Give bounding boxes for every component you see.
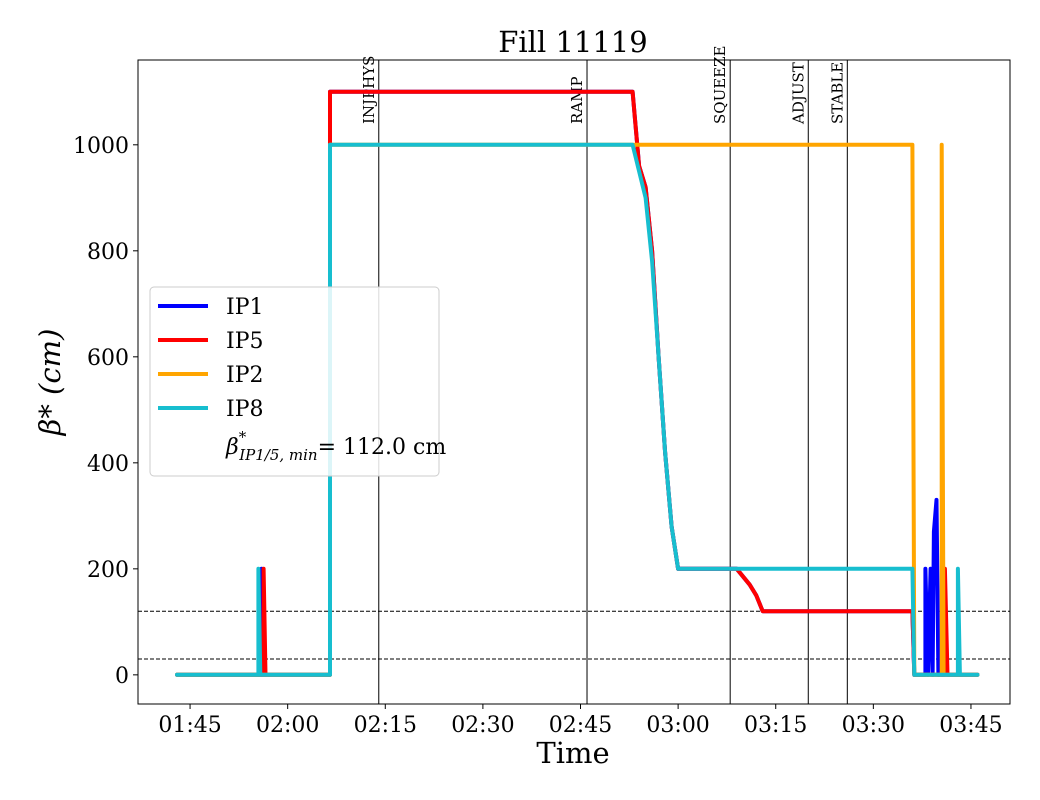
beam-mode-label: SQUEEZE — [711, 46, 729, 125]
y-tick-label: 0 — [115, 664, 129, 689]
x-tick-label: 02:00 — [256, 713, 319, 738]
y-tick-label: 1000 — [73, 134, 129, 159]
y-tick-label: 200 — [87, 558, 129, 583]
y-tick-label: 600 — [87, 346, 129, 371]
x-tick-label: 03:45 — [939, 713, 1002, 738]
x-tick-label: 02:15 — [354, 713, 417, 738]
legend: IP1 IP5 IP2 IP8 β* IP1/5, min= 112.0 cm — [149, 286, 446, 477]
y-axis-label: β* (cm) — [33, 329, 67, 437]
annotation-value: = 112.0 cm — [318, 435, 447, 460]
x-tick-label: 01:45 — [158, 713, 221, 738]
beam-mode-label: STABLE — [828, 62, 846, 124]
series-lines — [175, 89, 980, 677]
x-tick-label: 03:30 — [842, 713, 905, 738]
series-line-ip8 — [175, 142, 980, 677]
x-tick-label: 02:30 — [451, 713, 514, 738]
y-axis-ticks: 0 200 400 600 800 1000 — [73, 134, 138, 689]
y-tick-label: 400 — [87, 452, 129, 477]
beam-mode-label: ADJUST — [789, 62, 807, 125]
y-tick-label: 800 — [87, 240, 129, 265]
legend-box — [149, 286, 440, 477]
annotation-subscript: IP1/5, min — [238, 446, 317, 464]
annotation-superscript: * — [239, 428, 247, 446]
x-axis-ticks: 01:45 02:00 02:15 02:30 02:45 03:00 03:15 03:30… — [158, 704, 1003, 738]
annotation-beta: β — [225, 435, 239, 460]
legend-annotation: β* IP1/5, min= 112.0 cm — [225, 428, 446, 464]
svg-text:β*IP1/5, min= 112.0 cm: β* IP1/5, min= 112.0 cm — [225, 428, 446, 464]
plot-frame — [137, 59, 1011, 705]
x-tick-label: 03:00 — [646, 713, 709, 738]
legend-label-ip2: IP2 — [226, 363, 264, 388]
x-axis-label: Time — [536, 736, 609, 770]
legend-label-ip1: IP1 — [226, 295, 264, 320]
chart-title: Fill 11119 — [498, 25, 647, 59]
beam-mode-label: RAMP — [568, 76, 586, 124]
beam-mode-label: INJPHYS — [360, 56, 378, 124]
beam-mode-lines: INJPHYS RAMP SQUEEZE ADJUST STABLE — [360, 46, 848, 704]
x-tick-label: 03:15 — [744, 713, 807, 738]
legend-label-ip8: IP8 — [226, 397, 264, 422]
x-tick-label: 02:45 — [549, 713, 612, 738]
legend-label-ip5: IP5 — [226, 329, 264, 354]
reference-lines — [138, 610, 1010, 660]
